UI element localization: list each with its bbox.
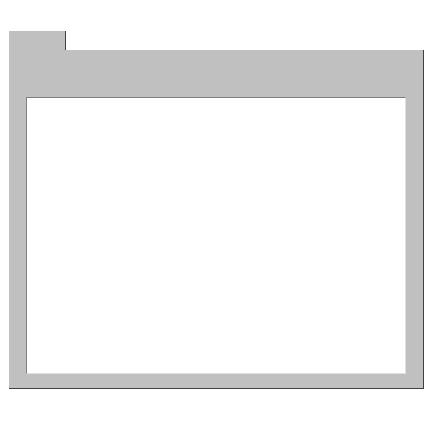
content-pane[interactable] — [26, 97, 406, 374]
folder-tab[interactable] — [9, 31, 66, 51]
